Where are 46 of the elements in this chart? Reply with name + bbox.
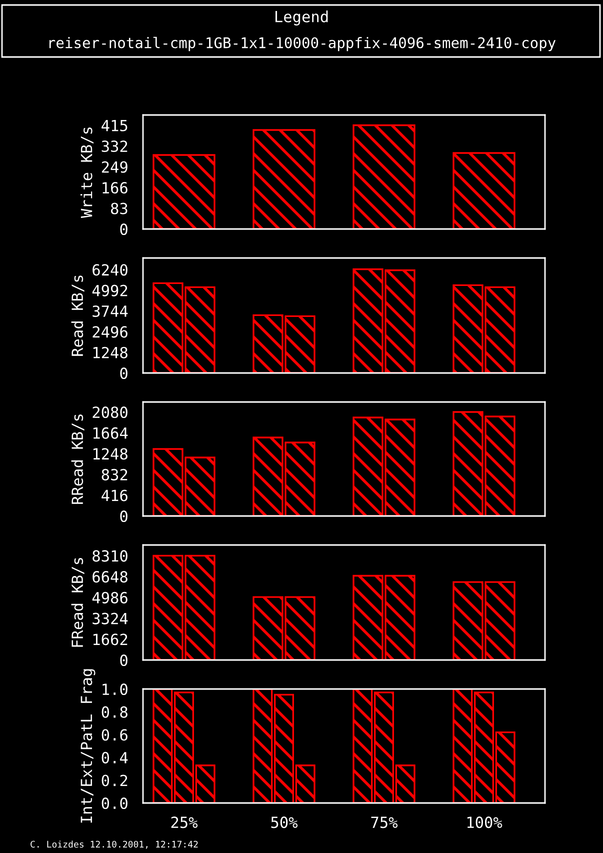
- y-tick-label: 0.4: [102, 752, 128, 764]
- bar: [452, 152, 516, 229]
- y-tick-label: 0: [120, 510, 128, 522]
- y-tick-label: 0.8: [102, 706, 128, 718]
- y-tick-label: 2496: [92, 326, 128, 338]
- y-tick-label: 0.0: [102, 798, 128, 810]
- text: C. Loizdes 12.10.2001, 12:17:42: [30, 840, 198, 849]
- y-axis-title: Read KB/s: [71, 276, 84, 356]
- y-tick-label: 415: [102, 120, 128, 132]
- y-tick-label: 1.0: [102, 684, 128, 696]
- y-axis-title: FRead KB/s: [71, 558, 84, 647]
- y-tick-label: 8310: [92, 550, 128, 562]
- y-tick-label: 416: [102, 490, 128, 502]
- y-tick-label: 166: [102, 182, 128, 194]
- text: reiser-notail-cmp-1GB-1x1-10000-appfix-4096-smem-2410-copy: [49, 36, 556, 52]
- y-axis-title: Write KB/s: [80, 128, 94, 218]
- bar: [252, 129, 316, 229]
- x-tick-label: 100%: [467, 816, 502, 828]
- y-tick-label: 0.6: [102, 729, 128, 741]
- y-tick-label: 1248: [93, 346, 128, 358]
- y-tick-label: 332: [102, 140, 128, 152]
- y-axis-title: Int/Ext/PatL Frag: [80, 669, 96, 823]
- y-tick-label: 0.2: [102, 774, 128, 786]
- y-tick-label: 0: [120, 224, 128, 236]
- y-tick-label: 1248: [93, 448, 128, 460]
- y-tick-label: 832: [102, 468, 128, 480]
- y-tick-label: 4992: [92, 284, 128, 296]
- y-tick-label: 0: [120, 368, 128, 380]
- y-tick-label: 0: [120, 654, 128, 666]
- y-tick-label: 1662: [93, 634, 128, 646]
- y-tick-label: 6648: [92, 571, 128, 583]
- x-tick-label: 50%: [271, 816, 298, 828]
- x-tick-label: 25%: [171, 816, 198, 828]
- y-tick-label: 2080: [92, 406, 128, 418]
- y-tick-label: 6240: [92, 264, 128, 276]
- bar: [152, 154, 216, 229]
- y-axis-title: RRead KB/s: [71, 414, 84, 504]
- x-tick-label: 75%: [371, 816, 398, 828]
- y-tick-label: 1664: [93, 427, 128, 439]
- y-tick-label: 249: [102, 161, 128, 173]
- text: Legend: [276, 10, 328, 26]
- bar: [352, 124, 416, 229]
- y-tick-label: 3744: [92, 305, 128, 318]
- y-tick-label: 83: [111, 202, 128, 214]
- y-tick-label: 4986: [92, 592, 128, 604]
- y-tick-label: 3324: [92, 612, 128, 624]
